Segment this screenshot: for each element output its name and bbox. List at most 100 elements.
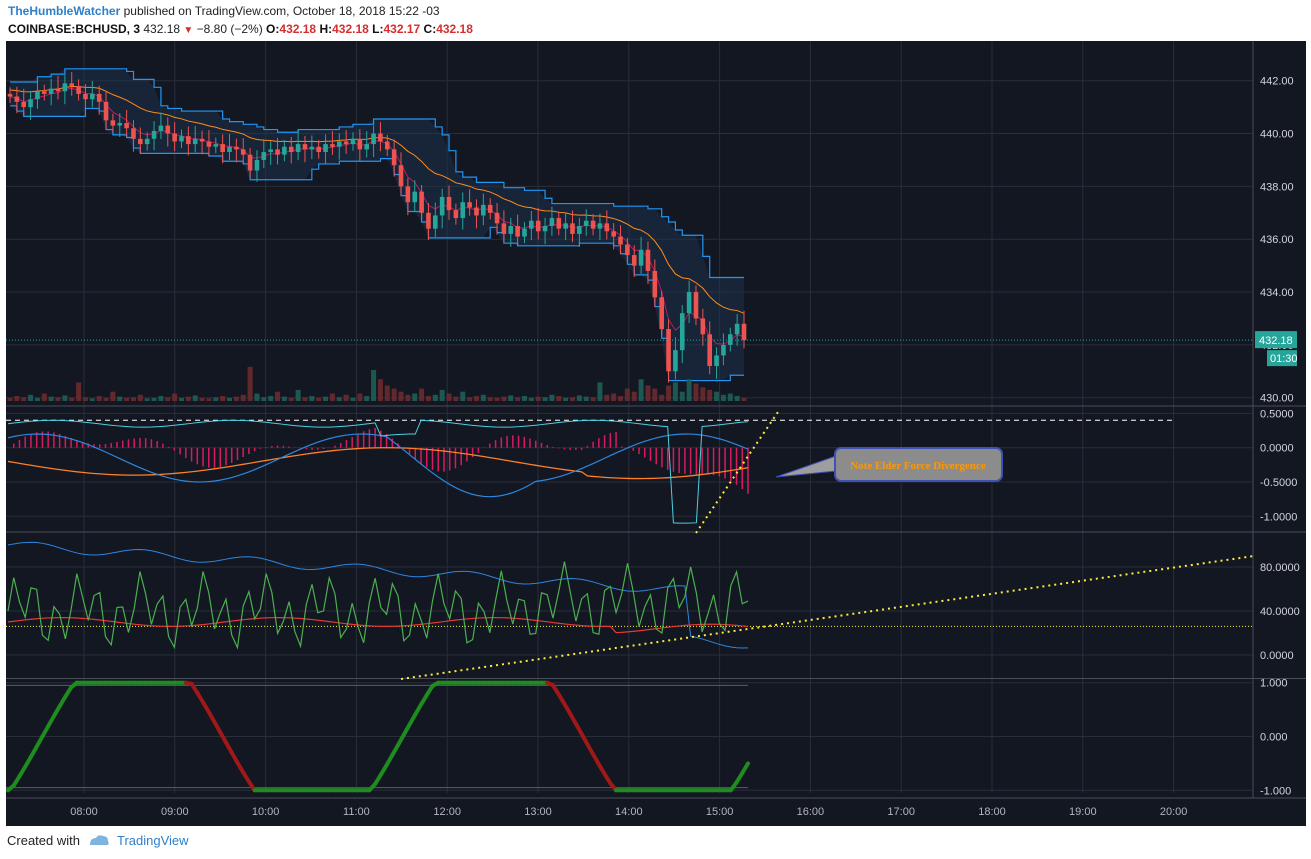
volume-bar <box>563 397 569 401</box>
candle-body <box>419 191 424 213</box>
candle-body <box>323 144 328 153</box>
candle-body <box>679 313 685 351</box>
candle-body <box>254 159 260 171</box>
candle-body <box>179 136 184 142</box>
price-tick-label: 430.00 <box>1260 393 1294 405</box>
candle-body <box>645 249 651 271</box>
candle-body <box>542 226 548 232</box>
volume-bar <box>590 397 596 401</box>
volume-bar <box>62 395 68 401</box>
volume-bar <box>460 391 466 401</box>
volume-bar <box>515 397 521 401</box>
candle-body <box>48 88 54 94</box>
time-tick-label: 20:00 <box>1160 806 1188 818</box>
volume-bar <box>473 396 479 401</box>
candle-body <box>330 144 335 147</box>
divergence-trendline <box>695 408 781 534</box>
time-tick-label: 09:00 <box>161 806 189 818</box>
volume-bar <box>48 396 54 401</box>
candle-body <box>659 297 664 330</box>
candle-body <box>590 220 596 229</box>
volume-bar <box>28 394 34 401</box>
volume-bar <box>446 393 452 401</box>
tradingview-link[interactable]: TradingView <box>117 833 189 848</box>
candle-body <box>110 120 116 126</box>
candle-body <box>103 101 109 121</box>
candle-body <box>693 292 699 319</box>
volume-bar <box>487 397 493 401</box>
candle-body <box>734 323 740 335</box>
volume-bar <box>453 396 459 401</box>
channel-upper-line <box>10 68 744 279</box>
last-price: 432.18 <box>143 22 181 36</box>
volume-bar <box>323 396 329 401</box>
candle-body <box>131 128 136 139</box>
current-price-box <box>1255 331 1297 349</box>
candle-body <box>76 85 81 94</box>
volume-bar <box>583 396 589 401</box>
volume-bar <box>549 394 555 401</box>
candle-body <box>515 226 520 237</box>
candle-body <box>721 344 726 356</box>
candle-body <box>467 202 472 208</box>
volume-bar <box>240 394 246 401</box>
open-value: 432.18 <box>279 22 317 36</box>
volume-bar <box>309 396 315 401</box>
volume-bar <box>268 396 274 401</box>
close-label: C: <box>423 22 437 36</box>
candle-body <box>227 146 232 153</box>
red-line <box>7 617 749 634</box>
candle-body <box>69 83 75 86</box>
volume-bar <box>618 396 624 401</box>
candle-body <box>199 138 205 142</box>
volume-bar <box>467 397 473 401</box>
candle-body <box>707 334 713 367</box>
candle-body <box>14 96 20 102</box>
candle-body <box>55 88 61 92</box>
volume-bar <box>261 397 267 401</box>
candle-body <box>686 292 692 314</box>
time-tick-label: 19:00 <box>1069 806 1097 818</box>
candle-body <box>35 91 40 100</box>
candle-body <box>165 125 171 134</box>
blue-line <box>7 541 749 649</box>
candle-body <box>529 220 534 229</box>
volume-bar <box>21 397 27 401</box>
chart-canvas[interactable]: Note Elder Force Divergence 08:00 09:00 10… <box>6 41 1306 826</box>
candle-body <box>151 130 157 139</box>
volume-bar <box>199 397 205 401</box>
candle-body <box>83 93 88 100</box>
volume-bar <box>172 393 178 401</box>
volume-bar <box>521 396 527 401</box>
time-tick-label: 10:00 <box>252 806 280 818</box>
candle-body <box>433 215 438 229</box>
volume-bar <box>89 398 95 401</box>
candle-body <box>522 228 527 237</box>
volume-bar <box>350 397 356 401</box>
volume-bar <box>220 396 226 401</box>
candle-body <box>220 144 225 153</box>
candle-body <box>316 146 321 153</box>
price-tick-label: 438.00 <box>1260 181 1294 193</box>
candle-body <box>398 165 404 187</box>
slow-ma-line <box>9 86 745 314</box>
volume-bar <box>364 396 370 401</box>
candle-body <box>21 101 27 108</box>
candle-body <box>412 191 418 203</box>
volume-bar <box>714 391 720 401</box>
candle-body <box>138 138 143 145</box>
time-tick-label: 15:00 <box>706 806 734 818</box>
candle-body <box>364 144 370 150</box>
volume-bar <box>508 395 514 401</box>
volume-bar <box>295 389 301 401</box>
volume-bar <box>570 397 576 401</box>
candle-body <box>494 212 500 224</box>
candle-body <box>384 141 390 150</box>
author-link[interactable]: TheHumbleWatcher <box>8 4 121 18</box>
candle-body <box>556 218 562 229</box>
annotations: Note Elder Force Divergence <box>400 408 1255 680</box>
candle-body <box>234 146 239 150</box>
volume-bar <box>110 391 116 401</box>
time-tick-label: 08:00 <box>70 806 98 818</box>
channel-fill <box>10 68 744 381</box>
